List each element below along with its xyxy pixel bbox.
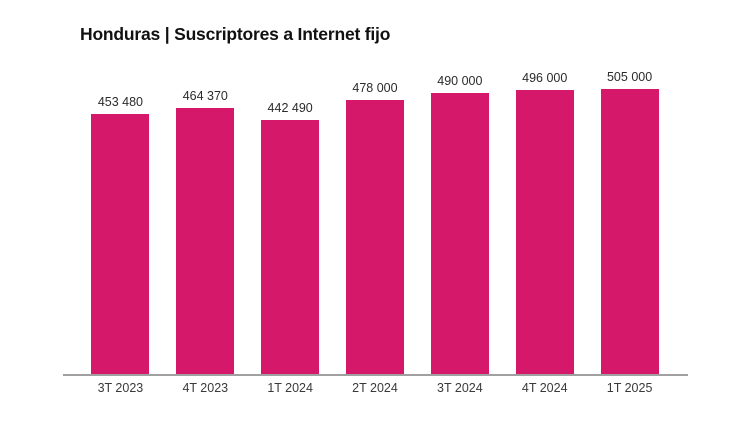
x-tick-label: 1T 2024	[267, 381, 313, 395]
bar-column: 464 370	[163, 70, 248, 374]
bar-chart: 453 480 464 370 442 490 478 000 490 000 496 0…	[63, 60, 688, 400]
x-tick-label: 4T 2024	[521, 381, 568, 395]
bar	[261, 120, 320, 374]
bar-column: 478 000	[333, 70, 418, 374]
x-tick-label: 3T 2023	[97, 381, 144, 395]
bar-column: 442 490	[248, 70, 333, 374]
x-tick-label: 4T 2023	[182, 381, 229, 395]
bar	[346, 99, 404, 374]
bar-value-label: 478 000	[352, 80, 398, 95]
x-tick-label: 1T 2025	[606, 381, 653, 395]
bar-column: 453 480	[78, 70, 163, 374]
bar-value-label: 505 000	[606, 70, 653, 84]
chart-title: Honduras | Suscriptores a Internet fijo	[80, 24, 391, 44]
bar-value-label: 453 480	[97, 94, 144, 109]
bar	[91, 113, 150, 374]
bar	[176, 107, 235, 374]
x-axis-labels: 3T 2023 4T 2023 1T 2024 2T 2024 3T 2024 4T 20…	[78, 381, 672, 395]
bar-value-label: 496 000	[522, 70, 568, 85]
x-tick-label: 2T 2024	[352, 381, 398, 395]
x-tick-label: 3T 2024	[437, 381, 483, 395]
bar-value-label: 464 370	[182, 88, 228, 103]
bar-column: 496 000	[502, 70, 587, 374]
x-axis-line	[63, 374, 688, 376]
bar-column: 505 000	[587, 70, 672, 374]
bar-value-label: 442 490	[267, 101, 313, 116]
bar	[430, 92, 489, 374]
bar-column: 490 000	[417, 70, 502, 374]
bar	[515, 89, 574, 374]
bar-value-label: 490 000	[437, 73, 483, 88]
bar	[600, 89, 659, 374]
bars-row: 453 480 464 370 442 490 478 000 490 000 496 0…	[78, 70, 672, 374]
